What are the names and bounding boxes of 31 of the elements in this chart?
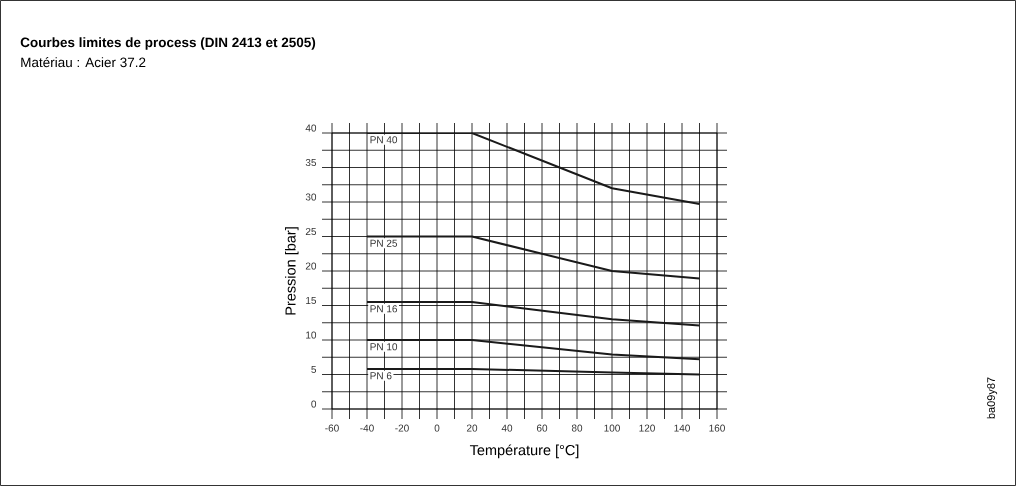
y-tick-label: 40 [305, 124, 317, 132]
series-label: PN 40 [370, 136, 398, 144]
x-tick-label: 40 [501, 424, 513, 432]
text: ba09y87 [986, 377, 998, 419]
x-tick-label: 100 [604, 424, 620, 432]
y-axis-title: Pression [bar] [285, 227, 299, 315]
x-tick-label: 0 [434, 424, 440, 432]
x-tick-label: 140 [674, 424, 690, 432]
x-axis-title: Température [°C] [469, 444, 579, 459]
series-label: PN 25 [370, 239, 398, 247]
y-tick-label: 5 [311, 366, 317, 373]
text: Matériau : Acier 37.2 [21, 57, 146, 68]
y-tick-label: 15 [306, 297, 317, 304]
y-tick-label: 10 [306, 331, 317, 339]
y-tick-label: 35 [305, 158, 317, 167]
series-label: PN 10 [370, 343, 398, 351]
series-label: PN 16 [370, 305, 398, 313]
x-tick-label: 20 [466, 424, 478, 432]
x-tick-label: -40 [360, 424, 374, 432]
x-tick-label: 60 [536, 424, 548, 432]
x-tick-label: 160 [709, 424, 725, 432]
y-tick-label: 25 [305, 227, 317, 236]
text: Courbes limites de process (DIN 2413 et 2505) [20, 37, 316, 50]
x-tick-label: 80 [571, 424, 583, 432]
x-tick-label: 120 [639, 424, 655, 432]
y-tick-label: 20 [305, 262, 317, 270]
series-label: PN 6 [370, 372, 392, 380]
x-tick-label: -60 [325, 424, 339, 432]
y-tick-label: 0 [311, 400, 317, 408]
x-tick-label: -20 [395, 424, 409, 432]
y-tick-label: 30 [305, 193, 317, 201]
